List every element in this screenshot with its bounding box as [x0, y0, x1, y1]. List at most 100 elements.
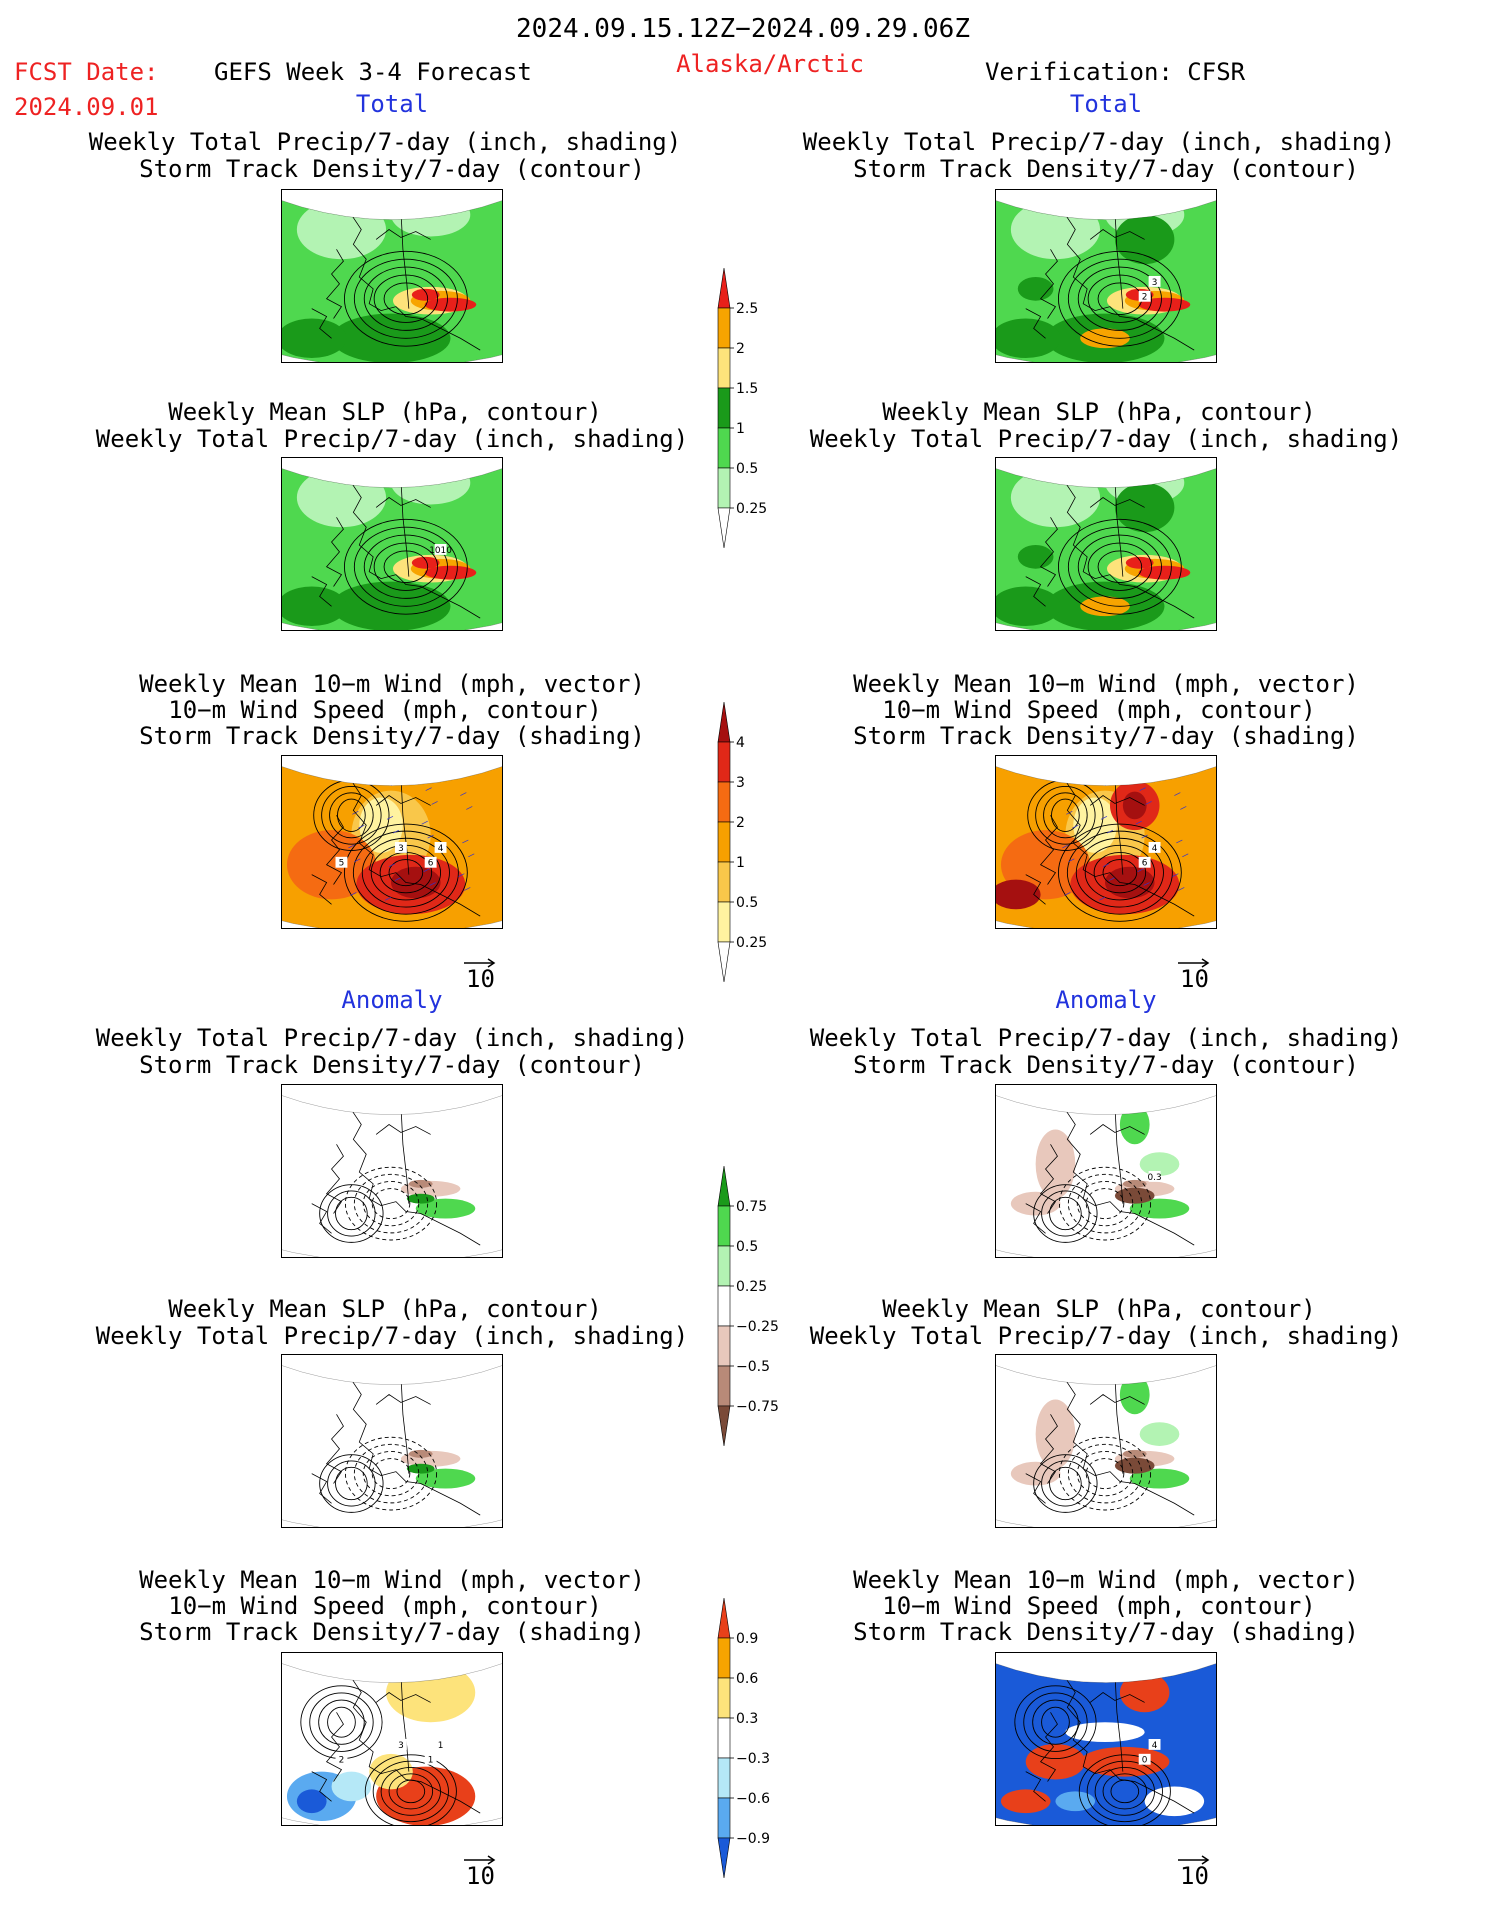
colorbar-tick-label: 2.5 — [736, 301, 758, 317]
panel-title-line: Storm Track Density/7-day (shading) — [853, 722, 1359, 750]
map-graphic: 11 2 3 — [282, 1653, 502, 1825]
colorbar-tick-label: 0.75 — [736, 1199, 767, 1215]
colorbar-tick-label: 1.5 — [736, 381, 758, 397]
colorbar-tick-label: 1 — [736, 855, 745, 871]
panel-title-line: Storm Track Density/7-day (contour) — [853, 155, 1359, 183]
map-panel — [281, 1354, 503, 1528]
colorbar-tick-label: 0.25 — [736, 501, 767, 517]
panel-title-line: Weekly Total Precip/7-day (inch, shading… — [809, 425, 1403, 453]
panel-title-line: Weekly Total Precip/7-day (inch, shading… — [809, 1024, 1403, 1052]
contour-label: 0.3 — [1147, 1173, 1161, 1183]
colorbar-tick-label: 2 — [736, 815, 745, 831]
vector-ref-arrow — [463, 1850, 497, 1869]
map-panel — [995, 1354, 1217, 1528]
panel-title-line: Weekly Mean 10−m Wind (mph, vector) — [139, 670, 645, 698]
colorbar-graphic: 2.5 2 1.5 1 0.5 0.25 — [717, 267, 767, 549]
map-panel: 0.3 — [995, 1084, 1217, 1258]
contour-label: 3 — [398, 844, 404, 854]
contour-label: 0 — [1142, 1756, 1148, 1766]
panel-title-line: Weekly Total Precip/7-day (inch, shading… — [88, 128, 682, 156]
colorbar-graphic: 4 3 2 1 0.5 0.25 — [717, 701, 767, 983]
section-total-right: Total — [1069, 90, 1143, 118]
map-graphic — [282, 190, 502, 362]
contour-label: 4 — [1152, 1741, 1158, 1751]
colorbar-tick-label: 0.3 — [736, 1711, 758, 1727]
contour-label: 1010 — [429, 546, 452, 556]
arrow-icon — [1178, 958, 1210, 968]
vector-ref-arrow — [463, 953, 497, 972]
map-graphic — [282, 1355, 502, 1527]
panel-title-line: Storm Track Density/7-day (shading) — [853, 1618, 1359, 1646]
map-graphic: 46 — [996, 756, 1216, 928]
colorbar-tick-label: 0.25 — [736, 935, 767, 951]
panel-title-line: Weekly Mean SLP (hPa, contour) — [168, 1295, 602, 1323]
panel-title-line: Storm Track Density/7-day (contour) — [853, 1051, 1359, 1079]
panel-title-line: Weekly Mean SLP (hPa, contour) — [882, 1295, 1316, 1323]
map-graphic — [282, 1085, 502, 1257]
map-panel — [281, 189, 503, 363]
panel-title-line: 10−m Wind Speed (mph, contour) — [882, 1592, 1316, 1620]
fcst-date-label: FCST Date: — [14, 58, 159, 86]
colorbar-tick-label: 0.5 — [736, 895, 758, 911]
colorbar-tick-label: 2 — [736, 341, 745, 357]
section-anomaly-left: Anomaly — [341, 986, 443, 1014]
panel-title-line: Weekly Mean 10−m Wind (mph, vector) — [853, 1566, 1359, 1594]
colorbar-tick-label: 3 — [736, 775, 745, 791]
vector-ref-arrow — [1177, 953, 1211, 972]
arrow-icon — [464, 958, 496, 968]
panel-title-line: Storm Track Density/7-day (shading) — [139, 722, 645, 750]
map-graphic: 46 5 3 — [282, 756, 502, 928]
colorbar-tick-label: 0.5 — [736, 461, 758, 477]
vector-ref-label: 10 — [466, 1862, 495, 1890]
contour-label: 1 — [428, 1756, 434, 1766]
panel-title-line: Weekly Total Precip/7-day (inch, shading… — [95, 425, 689, 453]
map-graphic — [996, 458, 1216, 630]
panel-title-line: 10−m Wind Speed (mph, contour) — [168, 1592, 602, 1620]
contour-label: 5 — [339, 859, 345, 869]
contour-label: 4 — [1152, 844, 1158, 854]
contour-label: 4 — [438, 844, 444, 854]
map-graphic — [996, 1355, 1216, 1527]
panel-title-line: 10−m Wind Speed (mph, contour) — [168, 696, 602, 724]
colorbar-track-anom: 0.9 0.6 0.3 −0.3 −0.6 −0.9 — [717, 1597, 798, 1892]
panel-title-line: Storm Track Density/7-day (contour) — [139, 1051, 645, 1079]
panel-title-line: 10−m Wind Speed (mph, contour) — [882, 696, 1316, 724]
panel-title-line: Storm Track Density/7-day (shading) — [139, 1618, 645, 1646]
date-range-title: 2024.09.15.12Z−2024.09.29.06Z — [516, 14, 970, 44]
panel-title-line: Weekly Total Precip/7-day (inch, shading… — [95, 1322, 689, 1350]
colorbar-graphic: 0.9 0.6 0.3 −0.3 −0.6 −0.9 — [717, 1597, 770, 1879]
panel-title-line: Weekly Mean SLP (hPa, contour) — [168, 398, 602, 426]
panel-title-line: Weekly Mean SLP (hPa, contour) — [882, 398, 1316, 426]
panel-title-line: Weekly Mean 10−m Wind (mph, vector) — [853, 670, 1359, 698]
panel-title-line: Weekly Mean 10−m Wind (mph, vector) — [139, 1566, 645, 1594]
vector-ref-label: 10 — [466, 965, 495, 993]
map-panel — [995, 457, 1217, 631]
colorbar-tick-label: −0.75 — [736, 1399, 779, 1415]
panel-title-line: Weekly Total Precip/7-day (inch, shading… — [802, 128, 1396, 156]
vector-ref-label: 10 — [1180, 1862, 1209, 1890]
section-total-left: Total — [355, 90, 429, 118]
map-graphic: 32 — [996, 190, 1216, 362]
colorbar-tick-label: 0.25 — [736, 1279, 767, 1295]
contour-label: 3 — [398, 1741, 404, 1751]
panel-title-line: Weekly Total Precip/7-day (inch, shading… — [809, 1322, 1403, 1350]
colorbar-tick-label: −0.25 — [736, 1319, 779, 1335]
map-graphic: 0.3 — [996, 1085, 1216, 1257]
contour-label: 6 — [1142, 859, 1148, 869]
colorbar-track-total: 4 3 2 1 0.5 0.25 — [717, 701, 798, 996]
panel-title-line: Storm Track Density/7-day (contour) — [139, 155, 645, 183]
contour-label: 6 — [428, 859, 434, 869]
vector-ref-label: 10 — [1180, 965, 1209, 993]
colorbar-graphic: 0.75 0.5 0.25 −0.25 −0.5 −0.75 — [717, 1165, 779, 1447]
contour-label: 2 — [339, 1756, 345, 1766]
colorbar-tick-label: 1 — [736, 421, 745, 437]
colorbar-tick-label: −0.5 — [736, 1359, 770, 1375]
contour-label: 2 — [1142, 293, 1148, 303]
colorbar-tick-label: −0.9 — [736, 1831, 770, 1847]
vector-ref-arrow — [1177, 1850, 1211, 1869]
